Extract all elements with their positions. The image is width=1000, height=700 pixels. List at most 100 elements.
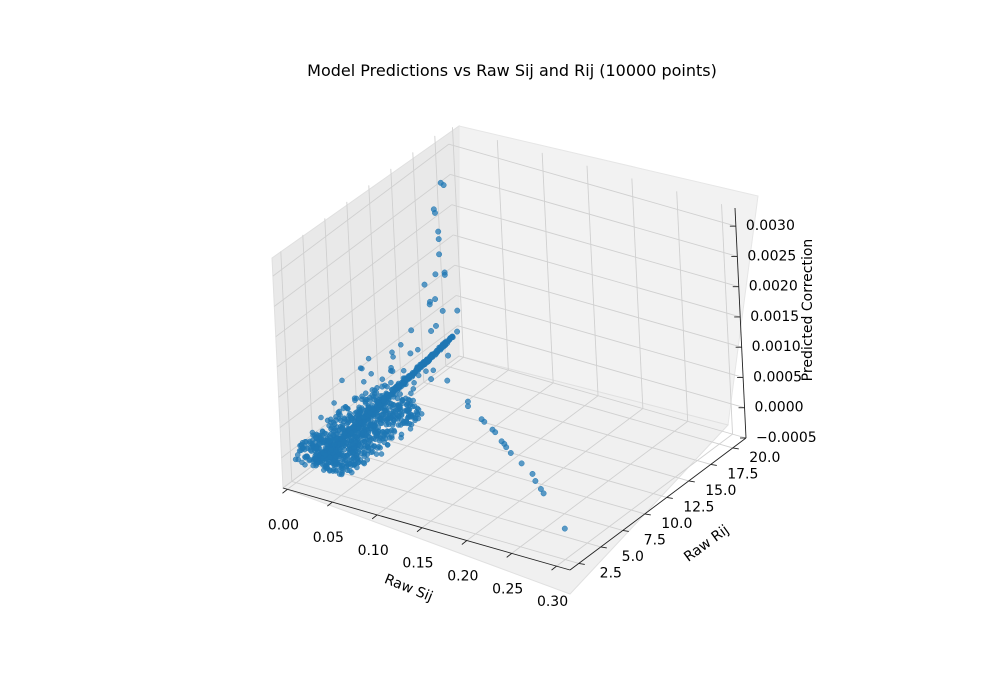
data-point <box>356 406 362 413</box>
z-tick-label: 0.0000 <box>755 400 804 416</box>
data-point <box>350 461 357 468</box>
data-point <box>374 385 380 391</box>
grid-y-floor <box>401 398 689 482</box>
grid-z-back <box>451 204 739 288</box>
x-tick-label: 0.05 <box>313 530 344 546</box>
data-point <box>395 413 402 419</box>
data-point <box>377 435 384 442</box>
x-tick-label: 0.20 <box>447 569 478 585</box>
data-point <box>365 355 372 362</box>
y-tick-label: 12.5 <box>683 499 714 515</box>
data-point <box>320 457 326 464</box>
grid-z-back <box>453 234 741 318</box>
data-point <box>395 403 402 409</box>
data-point <box>404 402 410 408</box>
data-point <box>384 442 391 448</box>
data-point <box>294 452 301 458</box>
grid-y-left <box>412 152 425 383</box>
data-point <box>362 390 369 396</box>
data-point <box>360 414 367 420</box>
data-point <box>405 414 412 420</box>
data-point <box>377 402 383 408</box>
z-tick-label: 0.0030 <box>746 218 795 234</box>
data-point <box>332 462 339 468</box>
data-point <box>333 435 340 442</box>
data-point <box>347 410 353 417</box>
data-point <box>423 368 429 374</box>
data-point <box>432 209 438 216</box>
data-point <box>299 459 305 466</box>
data-point <box>385 395 392 401</box>
data-point <box>428 328 435 334</box>
y-tick-label: 7.5 <box>644 532 666 548</box>
data-point <box>478 416 485 423</box>
grid-z-back <box>458 355 747 439</box>
data-point <box>439 344 446 351</box>
grid-z-back <box>448 143 736 227</box>
tick-labels: 0.00 0.05 0.10 0.15 0.20 0.25 0.30 2.55.07.510.… <box>268 218 817 610</box>
x-axis-line <box>282 487 571 571</box>
grid-x-floor <box>466 408 644 541</box>
data-point <box>389 349 395 356</box>
data-point <box>339 470 345 476</box>
data-point <box>383 390 389 397</box>
grid-z-left <box>275 204 453 338</box>
x-tick <box>416 527 423 533</box>
data-point <box>346 446 352 452</box>
z-tick-label: 0.0020 <box>749 279 798 295</box>
x-tick-label: 0.00 <box>268 517 299 533</box>
grid-y-floor <box>291 480 579 564</box>
data-point <box>339 425 345 432</box>
data-point <box>366 445 372 451</box>
data-point <box>399 398 405 404</box>
data-point <box>312 453 318 459</box>
data-point <box>304 453 310 460</box>
chart-title: Model Predictions vs Raw Sij and Rij (10… <box>307 61 717 80</box>
data-point <box>425 357 432 364</box>
data-point <box>322 451 329 458</box>
data-point <box>328 419 334 426</box>
data-point <box>373 389 379 396</box>
data-point <box>454 307 461 314</box>
data-point <box>439 307 446 314</box>
data-point <box>498 438 505 445</box>
grid-x-floor <box>421 395 599 529</box>
x-tick <box>461 540 468 545</box>
data-point <box>312 439 318 446</box>
y-tick-label: 17.5 <box>727 466 758 482</box>
data-point <box>339 465 346 472</box>
data-point <box>395 422 402 428</box>
data-point <box>334 424 340 430</box>
x-tick <box>506 552 512 558</box>
grid-y-floor <box>357 431 645 515</box>
data-point <box>370 406 376 412</box>
grid-y-floor <box>313 464 601 548</box>
data-point <box>507 450 514 456</box>
data-point <box>410 386 417 392</box>
data-point <box>411 380 417 386</box>
data-point <box>324 465 331 471</box>
data-point <box>318 414 324 421</box>
data-point <box>398 417 405 424</box>
data-point <box>358 444 364 450</box>
data-point <box>366 437 373 444</box>
data-point <box>341 430 348 437</box>
x-tick <box>282 488 288 494</box>
data-point <box>392 408 399 414</box>
data-point <box>389 435 395 441</box>
data-point <box>529 470 536 477</box>
data-point <box>355 454 361 461</box>
data-point <box>540 490 547 497</box>
grid-y-left <box>302 234 315 465</box>
data-point <box>359 430 366 436</box>
y-axis-line <box>569 437 747 571</box>
data-point <box>324 445 330 452</box>
data-point <box>327 454 333 460</box>
data-point <box>350 449 357 456</box>
data-point <box>388 379 394 386</box>
data-point <box>398 434 404 441</box>
data-point <box>405 396 412 403</box>
z-tick-label: −0.0005 <box>756 430 817 446</box>
data-point <box>367 425 374 431</box>
